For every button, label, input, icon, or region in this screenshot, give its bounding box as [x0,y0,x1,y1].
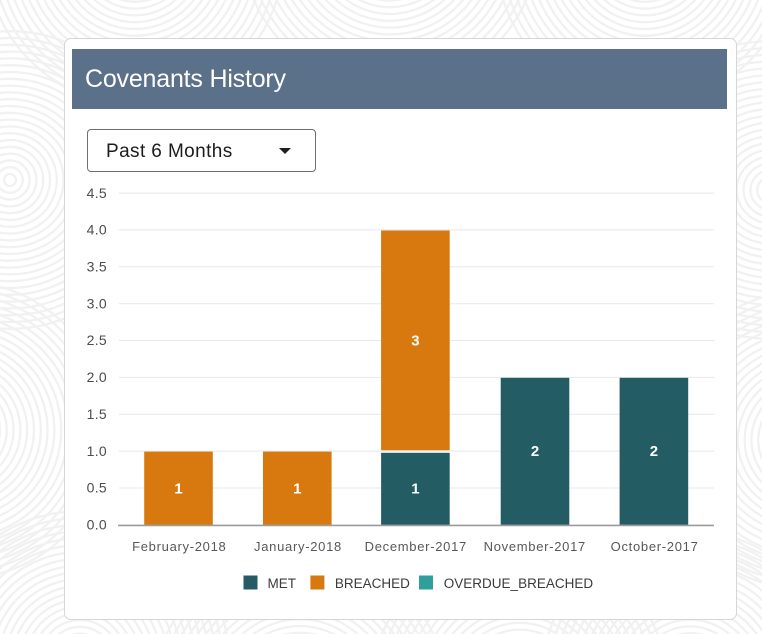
svg-text:November-2017: November-2017 [484,539,586,554]
svg-text:3.0: 3.0 [87,295,107,311]
svg-text:1: 1 [411,480,419,497]
svg-text:February-2018: February-2018 [132,539,226,554]
svg-text:2.5: 2.5 [87,332,107,348]
svg-text:January-2018: January-2018 [254,539,342,554]
svg-text:1.5: 1.5 [87,406,107,422]
svg-text:0.0: 0.0 [87,517,107,533]
svg-text:4.0: 4.0 [87,222,107,238]
svg-text:MET: MET [268,576,297,591]
svg-text:1: 1 [174,480,182,497]
svg-text:1: 1 [293,480,301,497]
svg-text:0.5: 0.5 [87,480,107,496]
svg-text:2: 2 [531,443,539,460]
svg-text:3.5: 3.5 [87,259,107,275]
svg-text:3: 3 [411,332,419,349]
svg-text:OVERDUE_BREACHED: OVERDUE_BREACHED [444,576,594,591]
svg-text:BREACHED: BREACHED [335,576,410,591]
svg-text:1.0: 1.0 [87,443,107,459]
svg-text:2.0: 2.0 [87,369,107,385]
svg-text:2: 2 [650,443,658,460]
svg-text:October-2017: October-2017 [611,539,699,554]
svg-text:December-2017: December-2017 [365,539,467,554]
svg-text:4.5: 4.5 [87,185,107,201]
